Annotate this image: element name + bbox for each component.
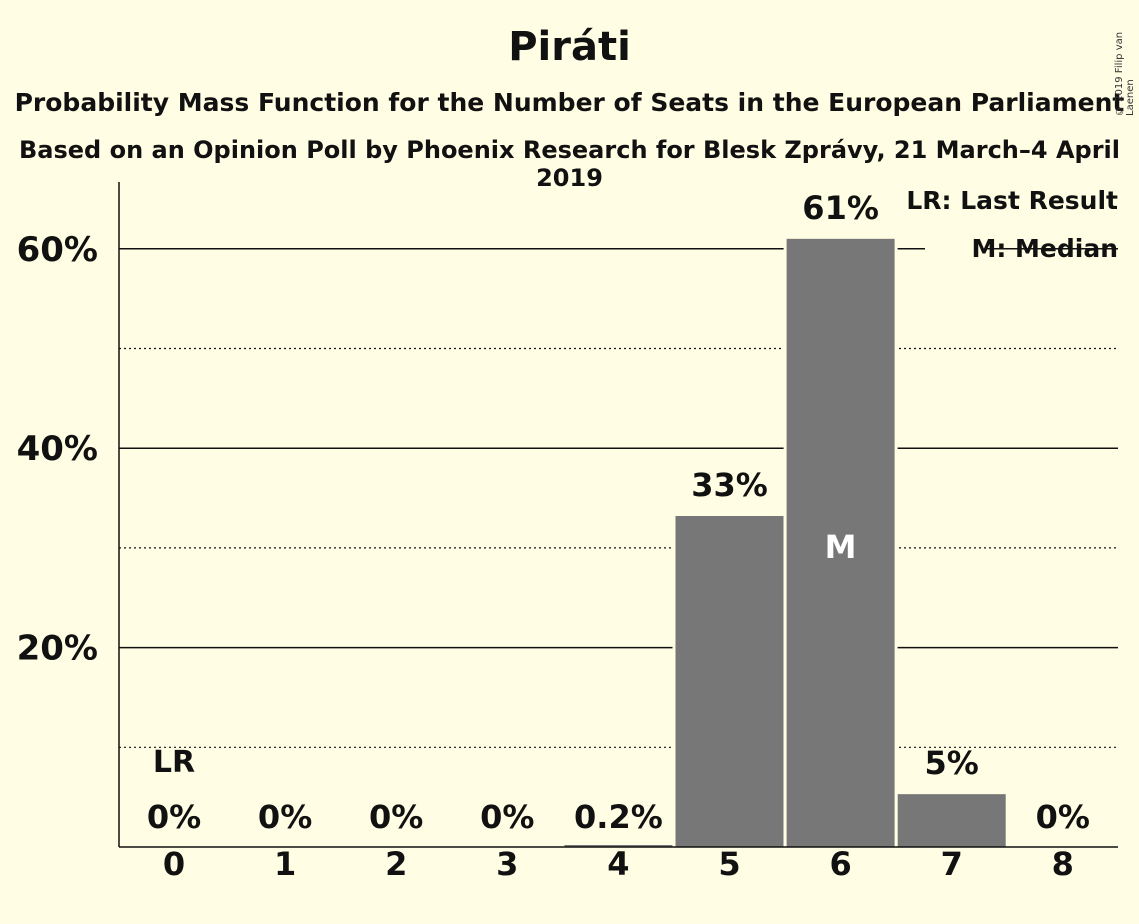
data-label: 0% [480,798,534,836]
data-label: 33% [691,466,768,504]
data-label: 5% [925,744,979,782]
x-tick-label: 2 [385,845,407,883]
x-tick-label: 1 [274,845,296,883]
legend-background [925,183,1121,263]
y-tick-label: 20% [17,629,98,669]
y-tick-label: 60% [17,230,98,270]
chart-subtitle: Probability Mass Function for the Number… [14,88,1125,117]
data-label: 0% [258,798,312,836]
x-tick-label: 8 [1052,845,1074,883]
chart-subtitle-poll: Based on an Opinion Poll by Phoenix Rese… [19,136,1120,192]
bar-5 [675,515,784,847]
bar-4 [564,845,673,847]
x-tick-label: 0 [163,845,185,883]
bar-7 [897,794,1006,847]
data-label: 0% [147,798,201,836]
x-tick-label: 5 [718,845,740,883]
data-label: 0% [369,798,423,836]
x-tick-label: 4 [607,845,629,883]
x-tick-label: 3 [496,845,518,883]
x-tick-label: 6 [829,845,851,883]
bar-6 [786,238,895,847]
y-tick-label: 40% [17,429,98,469]
chart-title: Piráti [508,24,631,70]
data-label: 0% [1036,798,1090,836]
last-result-marker: LR [153,745,195,780]
x-tick-label: 7 [941,845,963,883]
median-marker: M [825,528,857,566]
data-label: 0.2% [574,798,663,836]
legend-last-result: LR: Last Result [906,186,1118,215]
data-label: 61% [802,189,879,227]
bar-outline [561,842,676,847]
